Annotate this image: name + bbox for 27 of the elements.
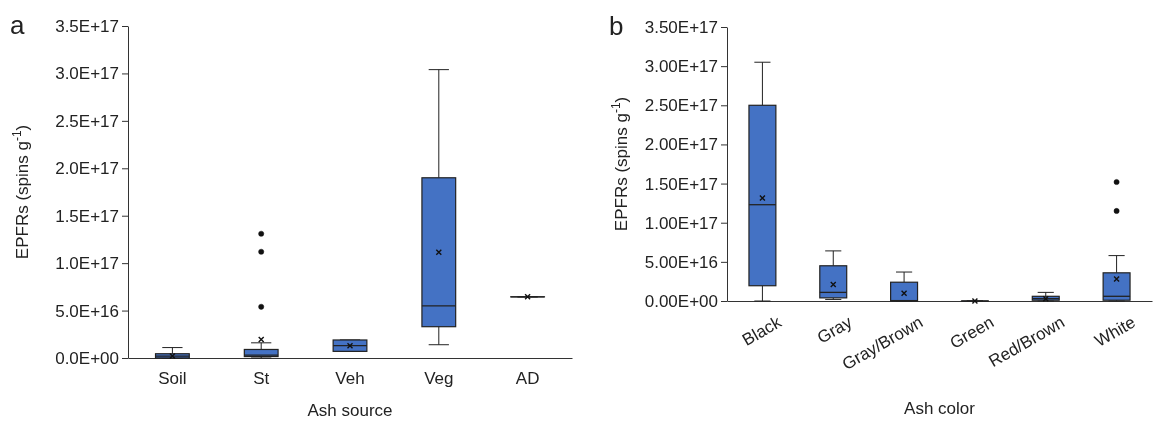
y-tick-label: 2.50E+17 — [644, 96, 718, 116]
y-tick-label: 2.5E+17 — [55, 111, 119, 131]
y-tick-label: 1.00E+17 — [644, 213, 718, 233]
y-tick-label: 1.0E+17 — [55, 254, 119, 274]
x-tick-label: White — [1091, 312, 1139, 351]
y-tick-label: 5.0E+16 — [55, 301, 119, 321]
x-tick-label: St — [253, 369, 270, 389]
y-tick-label: 3.0E+17 — [55, 64, 119, 84]
x-tick-label: Veh — [335, 369, 365, 389]
y-tick-label: 0.00E+00 — [644, 291, 718, 311]
y-tick-label: 0.0E+00 — [55, 348, 119, 368]
x-axis-title: Ash color — [904, 399, 976, 418]
x-axis-title: Ash source — [307, 401, 393, 420]
y-tick-label: 2.0E+17 — [55, 159, 119, 179]
y-tick-label: 3.50E+17 — [644, 17, 718, 37]
y-tick-label: 3.5E+17 — [55, 16, 119, 36]
x-tick-label: AD — [515, 369, 540, 389]
x-tick-label: Soil — [158, 369, 187, 389]
chart-title: b — [609, 11, 624, 41]
y-tick-label: 1.50E+17 — [644, 174, 718, 194]
x-tick-label: Black — [739, 312, 786, 350]
y-tick-label: 1.5E+17 — [55, 206, 119, 226]
y-tick-label: 3.00E+17 — [644, 57, 718, 77]
x-tick-label: Veg — [424, 369, 454, 389]
y-tick-label: 2.00E+17 — [644, 135, 718, 155]
chart-title: a — [10, 10, 25, 40]
y-tick-label: 5.00E+16 — [644, 252, 718, 272]
